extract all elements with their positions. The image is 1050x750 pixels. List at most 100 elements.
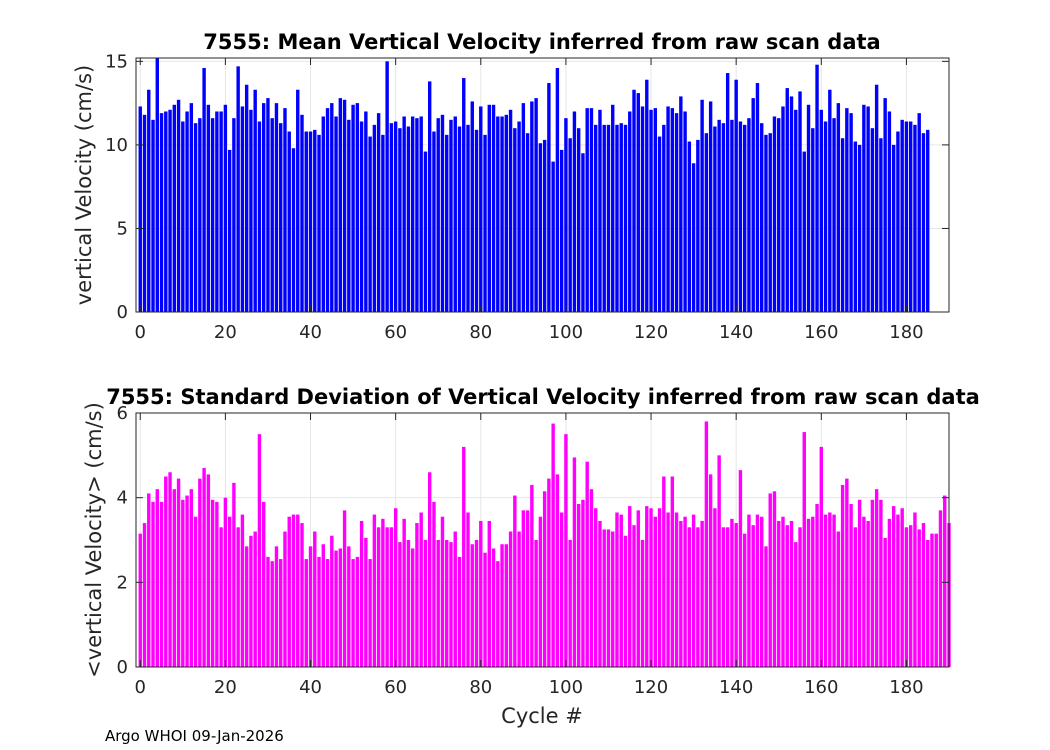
y-tick-label: 15 bbox=[105, 51, 128, 72]
bar-cycle-173 bbox=[874, 84, 879, 312]
bar-cycle-49 bbox=[347, 546, 351, 667]
bar-cycle-74 bbox=[453, 116, 457, 312]
bar-cycle-184 bbox=[921, 133, 926, 312]
bar-cycle-97 bbox=[551, 423, 555, 667]
bar-cycle-102 bbox=[572, 111, 577, 312]
bar-cycle-9 bbox=[176, 99, 181, 313]
bar-cycle-49 bbox=[347, 119, 351, 312]
bar-cycle-7 bbox=[168, 472, 172, 667]
bar-cycle-40 bbox=[308, 546, 313, 667]
bar-cycle-114 bbox=[623, 124, 628, 312]
bar-cycle-41 bbox=[313, 531, 317, 667]
bar-cycle-19 bbox=[219, 527, 223, 667]
bar-cycle-100 bbox=[564, 118, 568, 312]
x-tick-label: 40 bbox=[299, 322, 322, 343]
x-tick-label: 80 bbox=[469, 322, 492, 343]
bar-cycle-61 bbox=[398, 128, 402, 312]
bar-cycle-82 bbox=[487, 104, 491, 312]
bar-cycle-46 bbox=[334, 116, 338, 312]
bar-cycle-147 bbox=[764, 546, 768, 667]
bar-cycle-94 bbox=[538, 516, 543, 667]
bar-cycle-118 bbox=[640, 106, 645, 312]
bar-cycle-43 bbox=[321, 544, 325, 667]
bar-cycle-168 bbox=[853, 141, 858, 312]
bar-cycle-105 bbox=[585, 108, 589, 312]
bar-cycle-151 bbox=[781, 106, 785, 312]
bar-cycle-126 bbox=[674, 113, 679, 312]
bar-cycle-36 bbox=[291, 514, 296, 667]
bar-cycle-142 bbox=[742, 533, 747, 667]
bar-cycle-153 bbox=[789, 96, 794, 313]
bar-cycle-79 bbox=[474, 540, 479, 667]
bar-cycle-143 bbox=[747, 514, 751, 667]
bar-cycle-52 bbox=[359, 520, 364, 667]
x-tick-label: 180 bbox=[889, 677, 923, 698]
bar-cycle-108 bbox=[598, 109, 602, 312]
bar-cycle-134 bbox=[708, 101, 713, 313]
bar-cycle-156 bbox=[802, 151, 806, 312]
bar-cycle-102 bbox=[572, 457, 577, 667]
bars-group bbox=[138, 58, 930, 313]
bar-cycle-167 bbox=[849, 113, 853, 312]
bar-cycle-181 bbox=[908, 525, 913, 667]
bar-cycle-10 bbox=[181, 499, 185, 667]
bar-cycle-170 bbox=[862, 516, 866, 667]
bar-cycle-178 bbox=[896, 514, 900, 667]
bar-cycle-59 bbox=[389, 527, 394, 667]
bar-cycle-72 bbox=[445, 134, 449, 312]
bar-cycle-65 bbox=[415, 118, 419, 312]
bar-cycle-145 bbox=[755, 514, 760, 667]
bar-cycle-159 bbox=[815, 64, 819, 313]
bar-cycle-57 bbox=[381, 134, 385, 312]
y-axis-label: vertical Velocity (cm/s) bbox=[72, 65, 96, 305]
y-tick-label: 6 bbox=[117, 403, 128, 424]
y-tick-label: 2 bbox=[117, 572, 128, 593]
bar-cycle-164 bbox=[836, 103, 841, 312]
bar-cycle-182 bbox=[913, 512, 917, 667]
bar-cycle-79 bbox=[474, 129, 479, 312]
bar-cycle-107 bbox=[594, 508, 598, 667]
bar-cycle-166 bbox=[845, 108, 849, 312]
bar-cycle-83 bbox=[491, 104, 496, 312]
bar-cycle-185 bbox=[926, 129, 930, 312]
bar-cycle-26 bbox=[249, 535, 253, 667]
bar-cycle-45 bbox=[330, 103, 334, 312]
bar-cycle-137 bbox=[721, 527, 726, 667]
bar-cycle-64 bbox=[410, 116, 415, 312]
bar-cycle-12 bbox=[189, 489, 194, 667]
bar-cycle-146 bbox=[760, 516, 764, 667]
bar-cycle-135 bbox=[713, 508, 717, 667]
bar-cycle-180 bbox=[904, 121, 909, 312]
bar-cycle-189 bbox=[943, 495, 947, 667]
bar-cycle-133 bbox=[704, 133, 709, 312]
bar-cycle-117 bbox=[636, 93, 640, 312]
bar-cycle-42 bbox=[317, 556, 321, 667]
bar-cycle-71 bbox=[440, 516, 445, 667]
bar-cycle-133 bbox=[704, 421, 709, 667]
bar-cycle-118 bbox=[640, 540, 645, 667]
bar-cycle-174 bbox=[879, 138, 883, 312]
bar-cycle-155 bbox=[798, 527, 802, 667]
bar-cycle-131 bbox=[696, 139, 700, 312]
bar-cycle-31 bbox=[270, 118, 274, 312]
bar-cycle-83 bbox=[491, 548, 496, 667]
bar-cycle-111 bbox=[611, 104, 615, 312]
bar-cycle-136 bbox=[717, 119, 721, 312]
y-tick-label: 10 bbox=[105, 135, 128, 156]
bar-cycle-27 bbox=[253, 531, 257, 667]
bar-cycle-32 bbox=[274, 103, 279, 312]
bar-cycle-40 bbox=[308, 131, 313, 312]
bar-cycle-42 bbox=[317, 134, 321, 312]
bar-cycle-148 bbox=[768, 493, 772, 667]
bar-cycle-4 bbox=[155, 489, 159, 667]
bar-cycle-69 bbox=[432, 501, 436, 667]
bar-cycle-158 bbox=[811, 128, 815, 312]
bar-cycle-0 bbox=[138, 533, 142, 667]
bar-cycle-151 bbox=[781, 516, 785, 667]
bar-cycle-182 bbox=[913, 124, 917, 312]
bar-cycle-84 bbox=[496, 116, 500, 312]
bar-cycle-80 bbox=[479, 520, 483, 667]
bar-cycle-138 bbox=[725, 73, 730, 312]
bar-cycle-161 bbox=[823, 121, 828, 312]
